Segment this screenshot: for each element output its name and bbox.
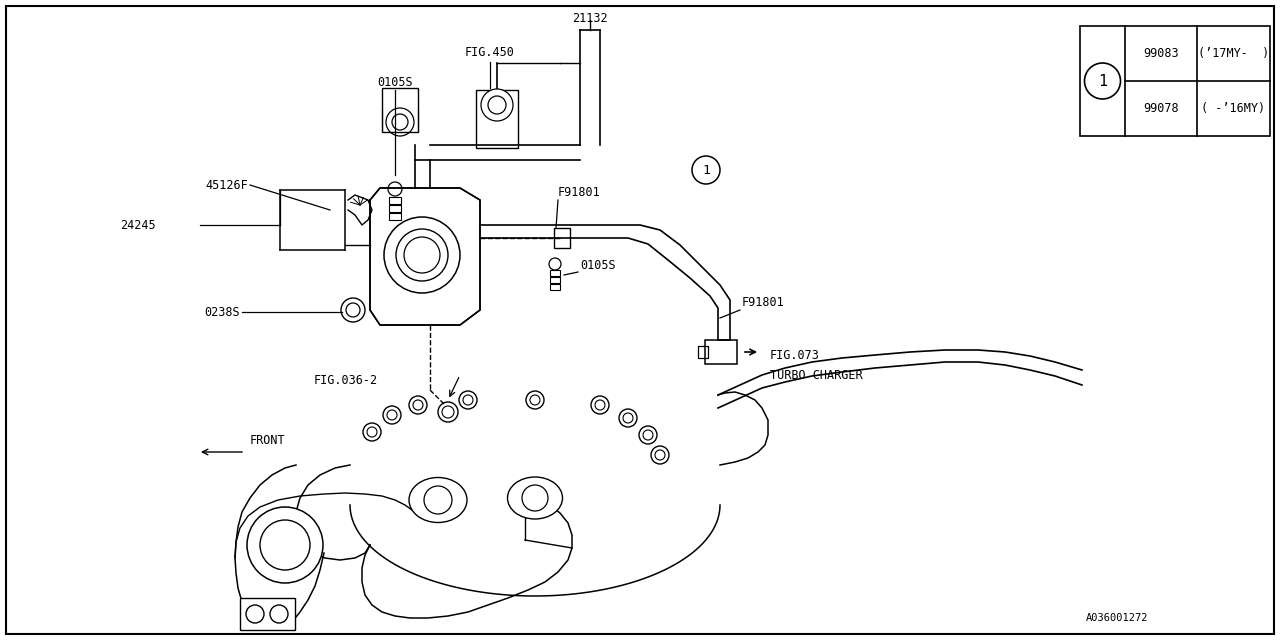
Circle shape bbox=[383, 406, 401, 424]
Ellipse shape bbox=[410, 477, 467, 522]
Bar bbox=[550, 284, 561, 290]
Ellipse shape bbox=[507, 477, 562, 519]
Circle shape bbox=[526, 391, 544, 409]
Bar bbox=[705, 340, 737, 364]
Circle shape bbox=[591, 396, 609, 414]
Circle shape bbox=[410, 396, 428, 414]
Bar bbox=[554, 228, 570, 248]
Circle shape bbox=[246, 605, 264, 623]
Text: FIG.036-2: FIG.036-2 bbox=[314, 374, 378, 387]
Bar bbox=[389, 197, 401, 204]
Text: F91801: F91801 bbox=[558, 186, 600, 198]
Circle shape bbox=[522, 485, 548, 511]
Text: FIG.450: FIG.450 bbox=[465, 45, 515, 58]
Bar bbox=[476, 90, 518, 148]
Bar bbox=[389, 205, 401, 212]
Circle shape bbox=[481, 89, 513, 121]
Bar bbox=[1080, 26, 1270, 136]
Text: 21132: 21132 bbox=[572, 12, 608, 24]
Bar bbox=[381, 88, 419, 132]
Text: FIG.073: FIG.073 bbox=[771, 349, 820, 362]
Circle shape bbox=[424, 486, 452, 514]
Circle shape bbox=[384, 217, 460, 293]
Text: 0105S: 0105S bbox=[378, 76, 413, 88]
Circle shape bbox=[270, 605, 288, 623]
Text: 0238S: 0238S bbox=[205, 305, 241, 319]
Text: 1: 1 bbox=[701, 163, 710, 177]
Bar bbox=[550, 270, 561, 276]
Text: 99078: 99078 bbox=[1143, 102, 1179, 115]
Circle shape bbox=[247, 507, 323, 583]
Circle shape bbox=[460, 391, 477, 409]
Text: 1: 1 bbox=[1098, 74, 1107, 88]
Text: A036001272: A036001272 bbox=[1085, 613, 1148, 623]
Bar bbox=[389, 213, 401, 220]
Bar bbox=[698, 346, 708, 358]
Text: (’17MY-  ): (’17MY- ) bbox=[1198, 47, 1270, 60]
Circle shape bbox=[652, 446, 669, 464]
Text: TURBO CHARGER: TURBO CHARGER bbox=[771, 369, 863, 381]
Text: FRONT: FRONT bbox=[250, 433, 285, 447]
Circle shape bbox=[620, 409, 637, 427]
Bar bbox=[550, 277, 561, 283]
Circle shape bbox=[639, 426, 657, 444]
Text: F91801: F91801 bbox=[742, 296, 785, 308]
Text: 0105S: 0105S bbox=[580, 259, 616, 271]
Text: 99083: 99083 bbox=[1143, 47, 1179, 60]
Text: ( -’16MY): ( -’16MY) bbox=[1202, 102, 1266, 115]
Bar bbox=[241, 598, 294, 630]
Circle shape bbox=[364, 423, 381, 441]
Text: 24245: 24245 bbox=[120, 218, 156, 232]
Polygon shape bbox=[370, 188, 480, 325]
Text: 45126F: 45126F bbox=[205, 179, 248, 191]
